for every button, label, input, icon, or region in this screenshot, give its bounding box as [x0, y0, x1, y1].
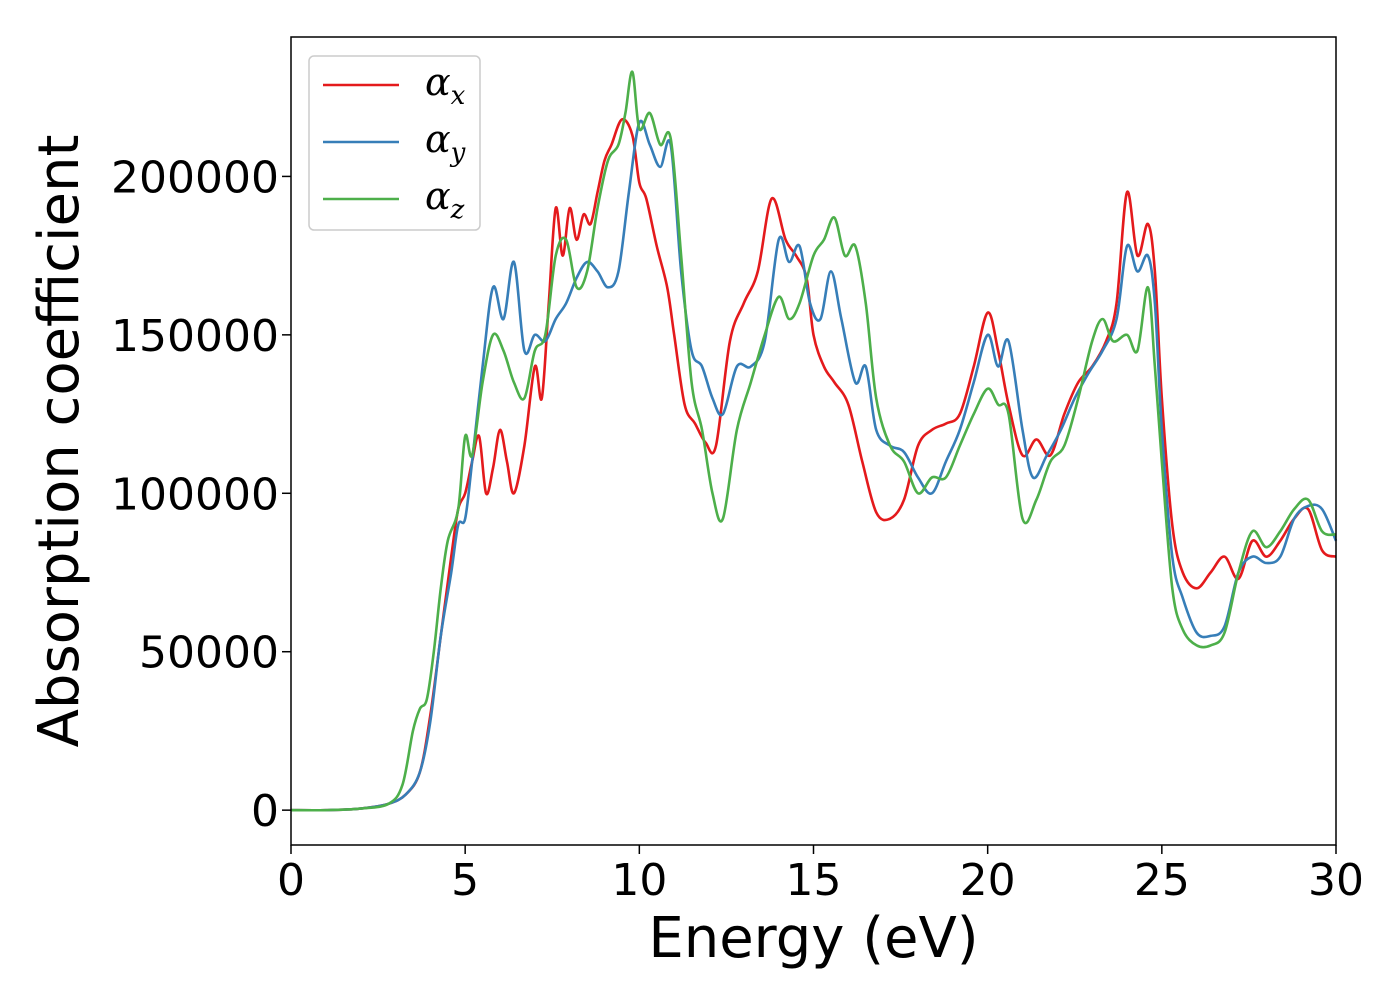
y-axis-title: Absorption coefficient [27, 135, 92, 748]
legend-label-z: αz [425, 174, 465, 225]
x-tick-label: 15 [786, 855, 842, 906]
y-tick-label: 150000 [111, 311, 279, 362]
legend-label-x: αx [425, 60, 466, 111]
x-tick-label: 20 [960, 855, 1016, 906]
y-tick-label: 100000 [111, 469, 279, 520]
y-tick-label: 200000 [111, 152, 279, 203]
y-tick-label: 50000 [139, 628, 279, 679]
x-tick-label: 5 [451, 855, 479, 906]
x-tick-label: 30 [1308, 855, 1364, 906]
y-axis: 0 50000 100000 150000 200000 [111, 152, 291, 837]
legend: αx αy αz [308, 55, 481, 231]
legend-label-y: αy [425, 117, 466, 168]
y-tick-label: 0 [251, 786, 279, 837]
x-tick-label: 25 [1134, 855, 1190, 906]
x-axis: 0 5 10 15 20 25 30 [277, 845, 1364, 906]
x-tick-label: 0 [277, 855, 305, 906]
plot-lines [290, 70, 1338, 812]
x-axis-title: Energy (eV) [648, 906, 978, 971]
series-line-x [290, 117, 1337, 812]
series-line-z [290, 70, 1337, 812]
x-tick-label: 10 [611, 855, 667, 906]
series-line-y [290, 119, 1338, 812]
